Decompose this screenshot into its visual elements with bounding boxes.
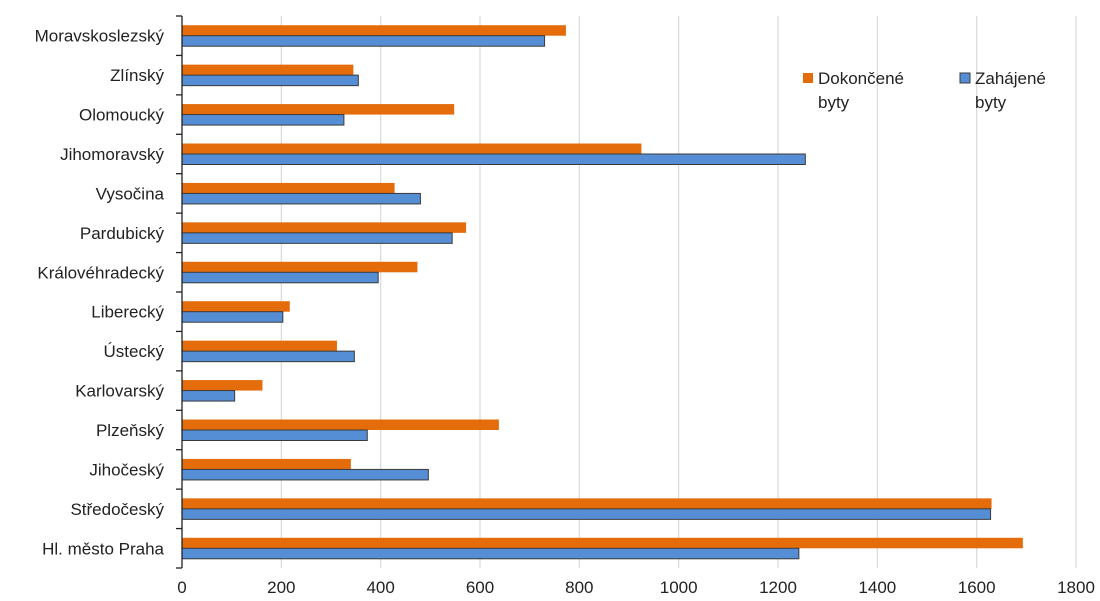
x-tick-label: 1200 [759, 578, 797, 597]
bar-dokoncene [182, 301, 290, 312]
bar-dokoncene [182, 25, 566, 36]
legend-label: Dokončené [818, 69, 904, 88]
x-tick-label: 200 [267, 578, 295, 597]
bar-zahajene [181, 350, 355, 363]
bar-zahajene [181, 311, 284, 323]
category-label: Hl. město Praha [42, 539, 164, 558]
bar-dokoncene [182, 143, 642, 154]
x-tick-label: 1800 [1057, 578, 1095, 597]
legend-label: byty [975, 93, 1007, 112]
y-axis [176, 15, 183, 569]
bar-zahajene [181, 114, 345, 126]
bar-zahajene [181, 547, 800, 560]
category-labels: Moravskoslezský Zlínský Olomoucký Jihomorav… [35, 27, 165, 559]
x-tick-label: 0 [177, 578, 186, 597]
category-label: Jihomoravský [60, 145, 164, 164]
bar-dokoncene [182, 261, 418, 273]
x-tick-label: 600 [466, 578, 494, 597]
bar-zahajene [181, 468, 429, 481]
legend-label: Zahájené [975, 69, 1046, 88]
x-tick-label: 1400 [858, 578, 896, 597]
bar-dokoncene [182, 458, 351, 470]
x-tick-label: 400 [366, 578, 394, 597]
category-label: Vysočina [96, 184, 165, 203]
category-label: Liberecký [91, 303, 164, 322]
x-tick-labels: 0 200 400 600 800 1000 1200 1400 1600 1800 [177, 578, 1095, 597]
bar-zahajene [181, 508, 992, 520]
category-label: Jihočeský [89, 460, 164, 479]
legend-label: byty [818, 93, 850, 112]
bar-dokoncene [182, 340, 337, 352]
bar-dokoncene [182, 182, 395, 194]
legend: Dokončené byty Zahájené byty [803, 69, 1046, 112]
category-label: Zlínský [110, 66, 164, 85]
bar-dokoncene [182, 380, 263, 391]
bar-dokoncene [182, 419, 499, 430]
bar-zahajene [181, 192, 421, 205]
bars [181, 25, 1023, 560]
category-label: Pardubický [80, 224, 165, 243]
legend-swatch-zahajene [959, 72, 971, 84]
bar-zahajene [181, 271, 379, 284]
x-tick-label: 800 [565, 578, 593, 597]
bar-zahajene [181, 74, 359, 87]
bar-dokoncene [182, 64, 354, 76]
category-label: Karlovarský [75, 382, 164, 401]
category-label: Středočeský [70, 500, 164, 519]
category-label: Olomoucký [79, 106, 165, 125]
gridlines [280, 16, 1077, 568]
bar-dokoncene [182, 104, 455, 115]
category-label: Královéhradecký [37, 263, 164, 282]
bar-zahajene [181, 35, 546, 47]
bar-zahajene [181, 232, 453, 244]
bar-zahajene [181, 429, 368, 441]
x-tick-label: 1600 [958, 578, 996, 597]
bar-dokoncene [182, 537, 1023, 549]
bar-dokoncene [182, 498, 992, 509]
bar-zahajene [181, 390, 236, 402]
bar-dokoncene [182, 222, 467, 233]
category-label: Plzeňský [96, 421, 165, 440]
x-tick-label: 1000 [660, 578, 698, 597]
legend-swatch-dokoncene [803, 73, 813, 83]
bar-zahajene [181, 153, 806, 165]
category-label: Moravskoslezský [35, 27, 165, 46]
category-label: Ústecký [104, 342, 165, 361]
